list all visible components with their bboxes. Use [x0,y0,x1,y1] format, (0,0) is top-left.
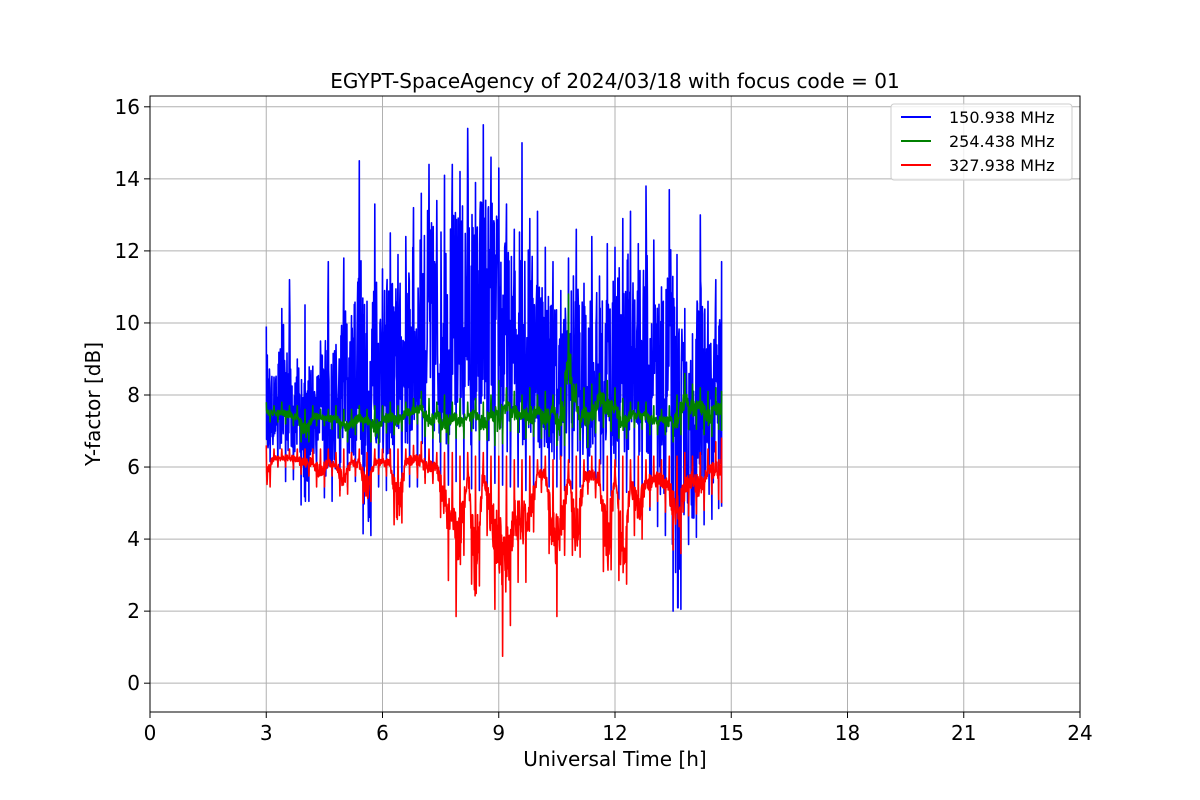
y-axis: 0 2 4 6 8 10 12 14 16 [115,95,150,695]
x-tick-label: 15 [719,721,744,745]
series-line [265,124,723,612]
x-tick-label: 12 [602,721,627,745]
chart-title: EGYPT-SpaceAgency of 2024/03/18 with foc… [330,69,899,93]
y-axis-title: Y-factor [dB] [81,342,105,467]
legend-label: 150.938 MHz [949,108,1054,127]
x-tick-label: 21 [951,721,976,745]
x-axis-title: Universal Time [h] [523,747,706,771]
series-line [265,437,723,658]
legend-label: 254.438 MHz [949,132,1054,151]
y-tick-label: 8 [127,383,140,407]
x-tick-label: 3 [260,721,273,745]
x-tick-label: 18 [835,721,860,745]
x-tick-label: 0 [144,721,157,745]
series-line [265,293,723,449]
legend-label: 327.938 MHz [949,156,1054,175]
y-tick-label: 16 [115,95,140,119]
y-tick-label: 0 [127,671,140,695]
x-tick-label: 24 [1067,721,1092,745]
x-axis: 0 3 6 9 12 15 18 21 24 [144,712,1093,745]
series-327-938-mhz [265,437,723,658]
y-tick-label: 12 [115,239,140,263]
y-tick-label: 2 [127,599,140,623]
y-tick-label: 10 [115,311,140,335]
y-tick-label: 4 [127,527,140,551]
legend: 150.938 MHz 254.438 MHz 327.938 MHz [890,103,1073,181]
series-254-438-mhz [265,293,723,449]
y-tick-label: 6 [127,455,140,479]
legend-item: 327.938 MHz [901,156,1054,175]
legend-item: 150.938 MHz [901,108,1054,127]
x-tick-label: 9 [492,721,505,745]
series-150-938-mhz [265,124,723,612]
x-tick-label: 6 [376,721,389,745]
legend-item: 254.438 MHz [901,132,1054,151]
y-tick-label: 14 [115,167,140,191]
series-layer [265,124,723,658]
legend-box [890,103,1073,181]
